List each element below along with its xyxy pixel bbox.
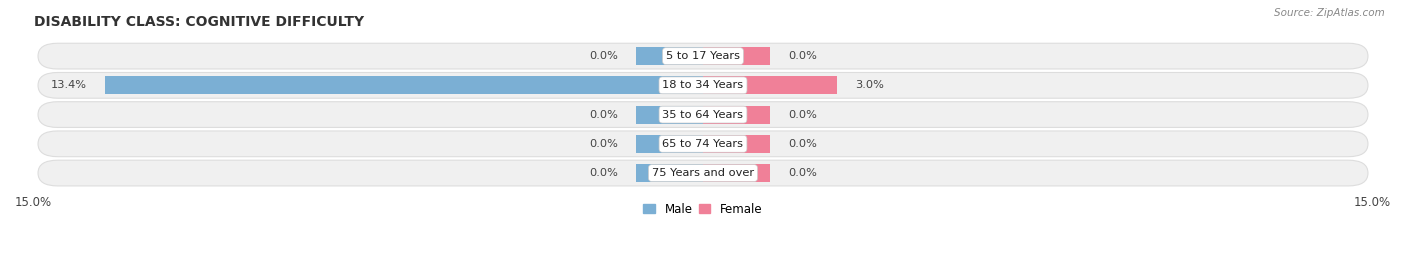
- Bar: [703, 135, 770, 153]
- Bar: [703, 76, 837, 94]
- Text: Source: ZipAtlas.com: Source: ZipAtlas.com: [1274, 8, 1385, 18]
- Text: 5 to 17 Years: 5 to 17 Years: [666, 51, 740, 61]
- Text: 3.0%: 3.0%: [855, 80, 883, 90]
- FancyBboxPatch shape: [38, 102, 1368, 128]
- Text: 0.0%: 0.0%: [589, 110, 619, 120]
- FancyBboxPatch shape: [38, 72, 1368, 98]
- Bar: [636, 164, 703, 182]
- FancyBboxPatch shape: [38, 131, 1368, 157]
- Text: 75 Years and over: 75 Years and over: [652, 168, 754, 178]
- Text: 0.0%: 0.0%: [589, 168, 619, 178]
- Text: 18 to 34 Years: 18 to 34 Years: [662, 80, 744, 90]
- Legend: Male, Female: Male, Female: [638, 198, 768, 220]
- Bar: [636, 106, 703, 124]
- Text: 13.4%: 13.4%: [51, 80, 87, 90]
- Bar: [703, 106, 770, 124]
- Text: 35 to 64 Years: 35 to 64 Years: [662, 110, 744, 120]
- Bar: [105, 76, 703, 94]
- Text: 0.0%: 0.0%: [787, 51, 817, 61]
- Text: 65 to 74 Years: 65 to 74 Years: [662, 139, 744, 149]
- FancyBboxPatch shape: [38, 160, 1368, 186]
- FancyBboxPatch shape: [38, 43, 1368, 69]
- Bar: [636, 47, 703, 65]
- Text: 0.0%: 0.0%: [787, 139, 817, 149]
- Text: 0.0%: 0.0%: [787, 110, 817, 120]
- Text: 0.0%: 0.0%: [589, 51, 619, 61]
- Bar: [703, 47, 770, 65]
- Bar: [703, 164, 770, 182]
- Bar: [636, 135, 703, 153]
- Text: 0.0%: 0.0%: [787, 168, 817, 178]
- Text: 0.0%: 0.0%: [589, 139, 619, 149]
- Text: DISABILITY CLASS: COGNITIVE DIFFICULTY: DISABILITY CLASS: COGNITIVE DIFFICULTY: [34, 15, 364, 29]
